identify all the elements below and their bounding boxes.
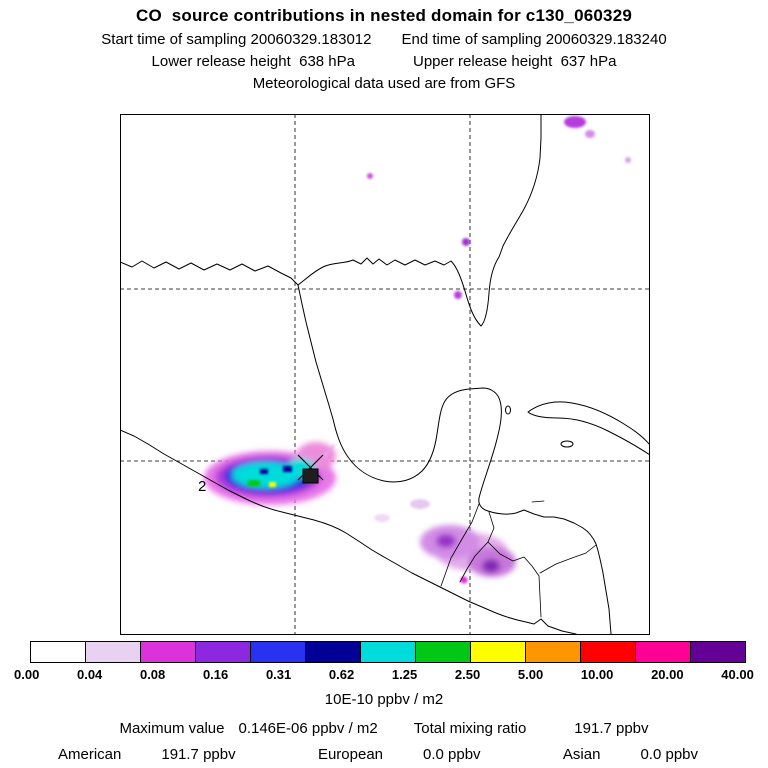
- cuba-coastline: [527, 401, 651, 456]
- max-value-label: Maximum value: [119, 720, 225, 737]
- met-data-line: Meteorological data used are from GFS: [0, 75, 768, 92]
- colorbar-tick-label: 2.50: [454, 667, 481, 682]
- scattered-specks: [367, 116, 631, 584]
- mexico-east-coast-yucatan-central-america: [297, 284, 612, 635]
- colorbar-tick-label: 5.00: [517, 667, 544, 682]
- colorbar-tick-label: 0.31: [265, 667, 292, 682]
- colorbar-tick-label: 0.08: [139, 667, 166, 682]
- colorbar-tick-label: 0.00: [14, 667, 40, 682]
- colorbar-cell: [140, 642, 195, 662]
- colorbar-cell: [635, 642, 690, 662]
- guatemala-plume: [420, 525, 516, 577]
- map-border: [120, 114, 650, 635]
- colorbar-cell: [250, 642, 305, 662]
- colorbar-cell: [305, 642, 360, 662]
- contribution-plume-layer: [204, 116, 631, 584]
- region-european: European 0.0 ppbv: [318, 746, 481, 763]
- us-gulf-florida-coast: [297, 113, 542, 327]
- colorbar-tick-label: 40.00: [721, 667, 754, 682]
- colorbar-cell: [525, 642, 580, 662]
- colorbar-cell: [360, 642, 415, 662]
- sampling-end-text: End time of sampling 20060329.183240: [401, 31, 667, 48]
- max-value: 0.146E-06 ppbv / m2: [238, 720, 378, 737]
- colorbar-tick-label: 0.04: [76, 667, 103, 682]
- header: CO source contributions in nested domain…: [0, 6, 768, 92]
- colorbar-cell: [470, 642, 525, 662]
- region-american-value: 191.7 ppbv: [161, 746, 236, 763]
- colorbar-cell: [195, 642, 250, 662]
- colorbar-cell: [85, 642, 140, 662]
- stats-line-max: Maximum value 0.146E-06 ppbv / m2 Total …: [0, 720, 768, 737]
- release-heights-line: Lower release height 638 hPa Upper relea…: [0, 53, 768, 70]
- colorbar-tick-label: 1.25: [391, 667, 418, 682]
- map-svg: 2: [119, 113, 651, 635]
- us-border-and-gulf-coast: [119, 260, 299, 286]
- upper-release-text: Upper release height 637 hPa: [413, 53, 617, 70]
- colorbar-cell: [415, 642, 470, 662]
- mexico-pacific-coast: [119, 429, 577, 635]
- total-mixing-ratio-label: Total mixing ratio: [413, 720, 527, 737]
- sampling-start-text: Start time of sampling 20060329.183012: [101, 31, 372, 48]
- colorbar-tick-label: 0.16: [202, 667, 229, 682]
- met-data-text: Meteorological data used are from GFS: [252, 75, 516, 92]
- map-panel: 2: [119, 113, 651, 635]
- colorbar-tick-label: 10.00: [580, 667, 614, 682]
- colorbar-tick-label: 20.00: [651, 667, 684, 682]
- region-american-label: American: [58, 746, 122, 763]
- region-asian-value: 0.0 ppbv: [640, 746, 698, 763]
- page-title: CO source contributions in nested domain…: [135, 6, 633, 25]
- region-american: American 191.7 ppbv: [58, 746, 236, 763]
- stats-line-regions: American 191.7 ppbv European 0.0 ppbv As…: [58, 746, 698, 763]
- colorbar-tick-label: 0.62: [328, 667, 355, 682]
- colorbar-cell: [31, 642, 85, 662]
- region-asian: Asian 0.0 ppbv: [563, 746, 698, 763]
- country-borders: [440, 500, 597, 618]
- island-isla-juventud: [560, 440, 574, 448]
- colorbar-units-label: 10E-10 ppbv / m2: [324, 691, 444, 708]
- region-european-value: 0.0 ppbv: [423, 746, 481, 763]
- release-marker: [297, 454, 324, 484]
- sampling-times-line: Start time of sampling 20060329.183012 E…: [0, 31, 768, 48]
- island-cozumel: [505, 405, 511, 415]
- colorbar-ticks: 0.00 0.04 0.08 0.16 0.31 0.62 1.25 2.50 5.00 10.0…: [14, 667, 754, 682]
- colorbar: [30, 641, 746, 663]
- lower-release-text: Lower release height 638 hPa: [151, 53, 355, 70]
- colorbar-cell: [580, 642, 635, 662]
- coastlines: [119, 113, 651, 635]
- region-asian-label: Asian: [562, 746, 601, 763]
- graticule-gridlines: [120, 114, 650, 635]
- colorbar-cell: [690, 642, 745, 662]
- map-region-label: 2: [198, 478, 206, 495]
- total-mixing-ratio-value: 191.7 ppbv: [574, 720, 649, 737]
- region-european-label: European: [317, 746, 384, 763]
